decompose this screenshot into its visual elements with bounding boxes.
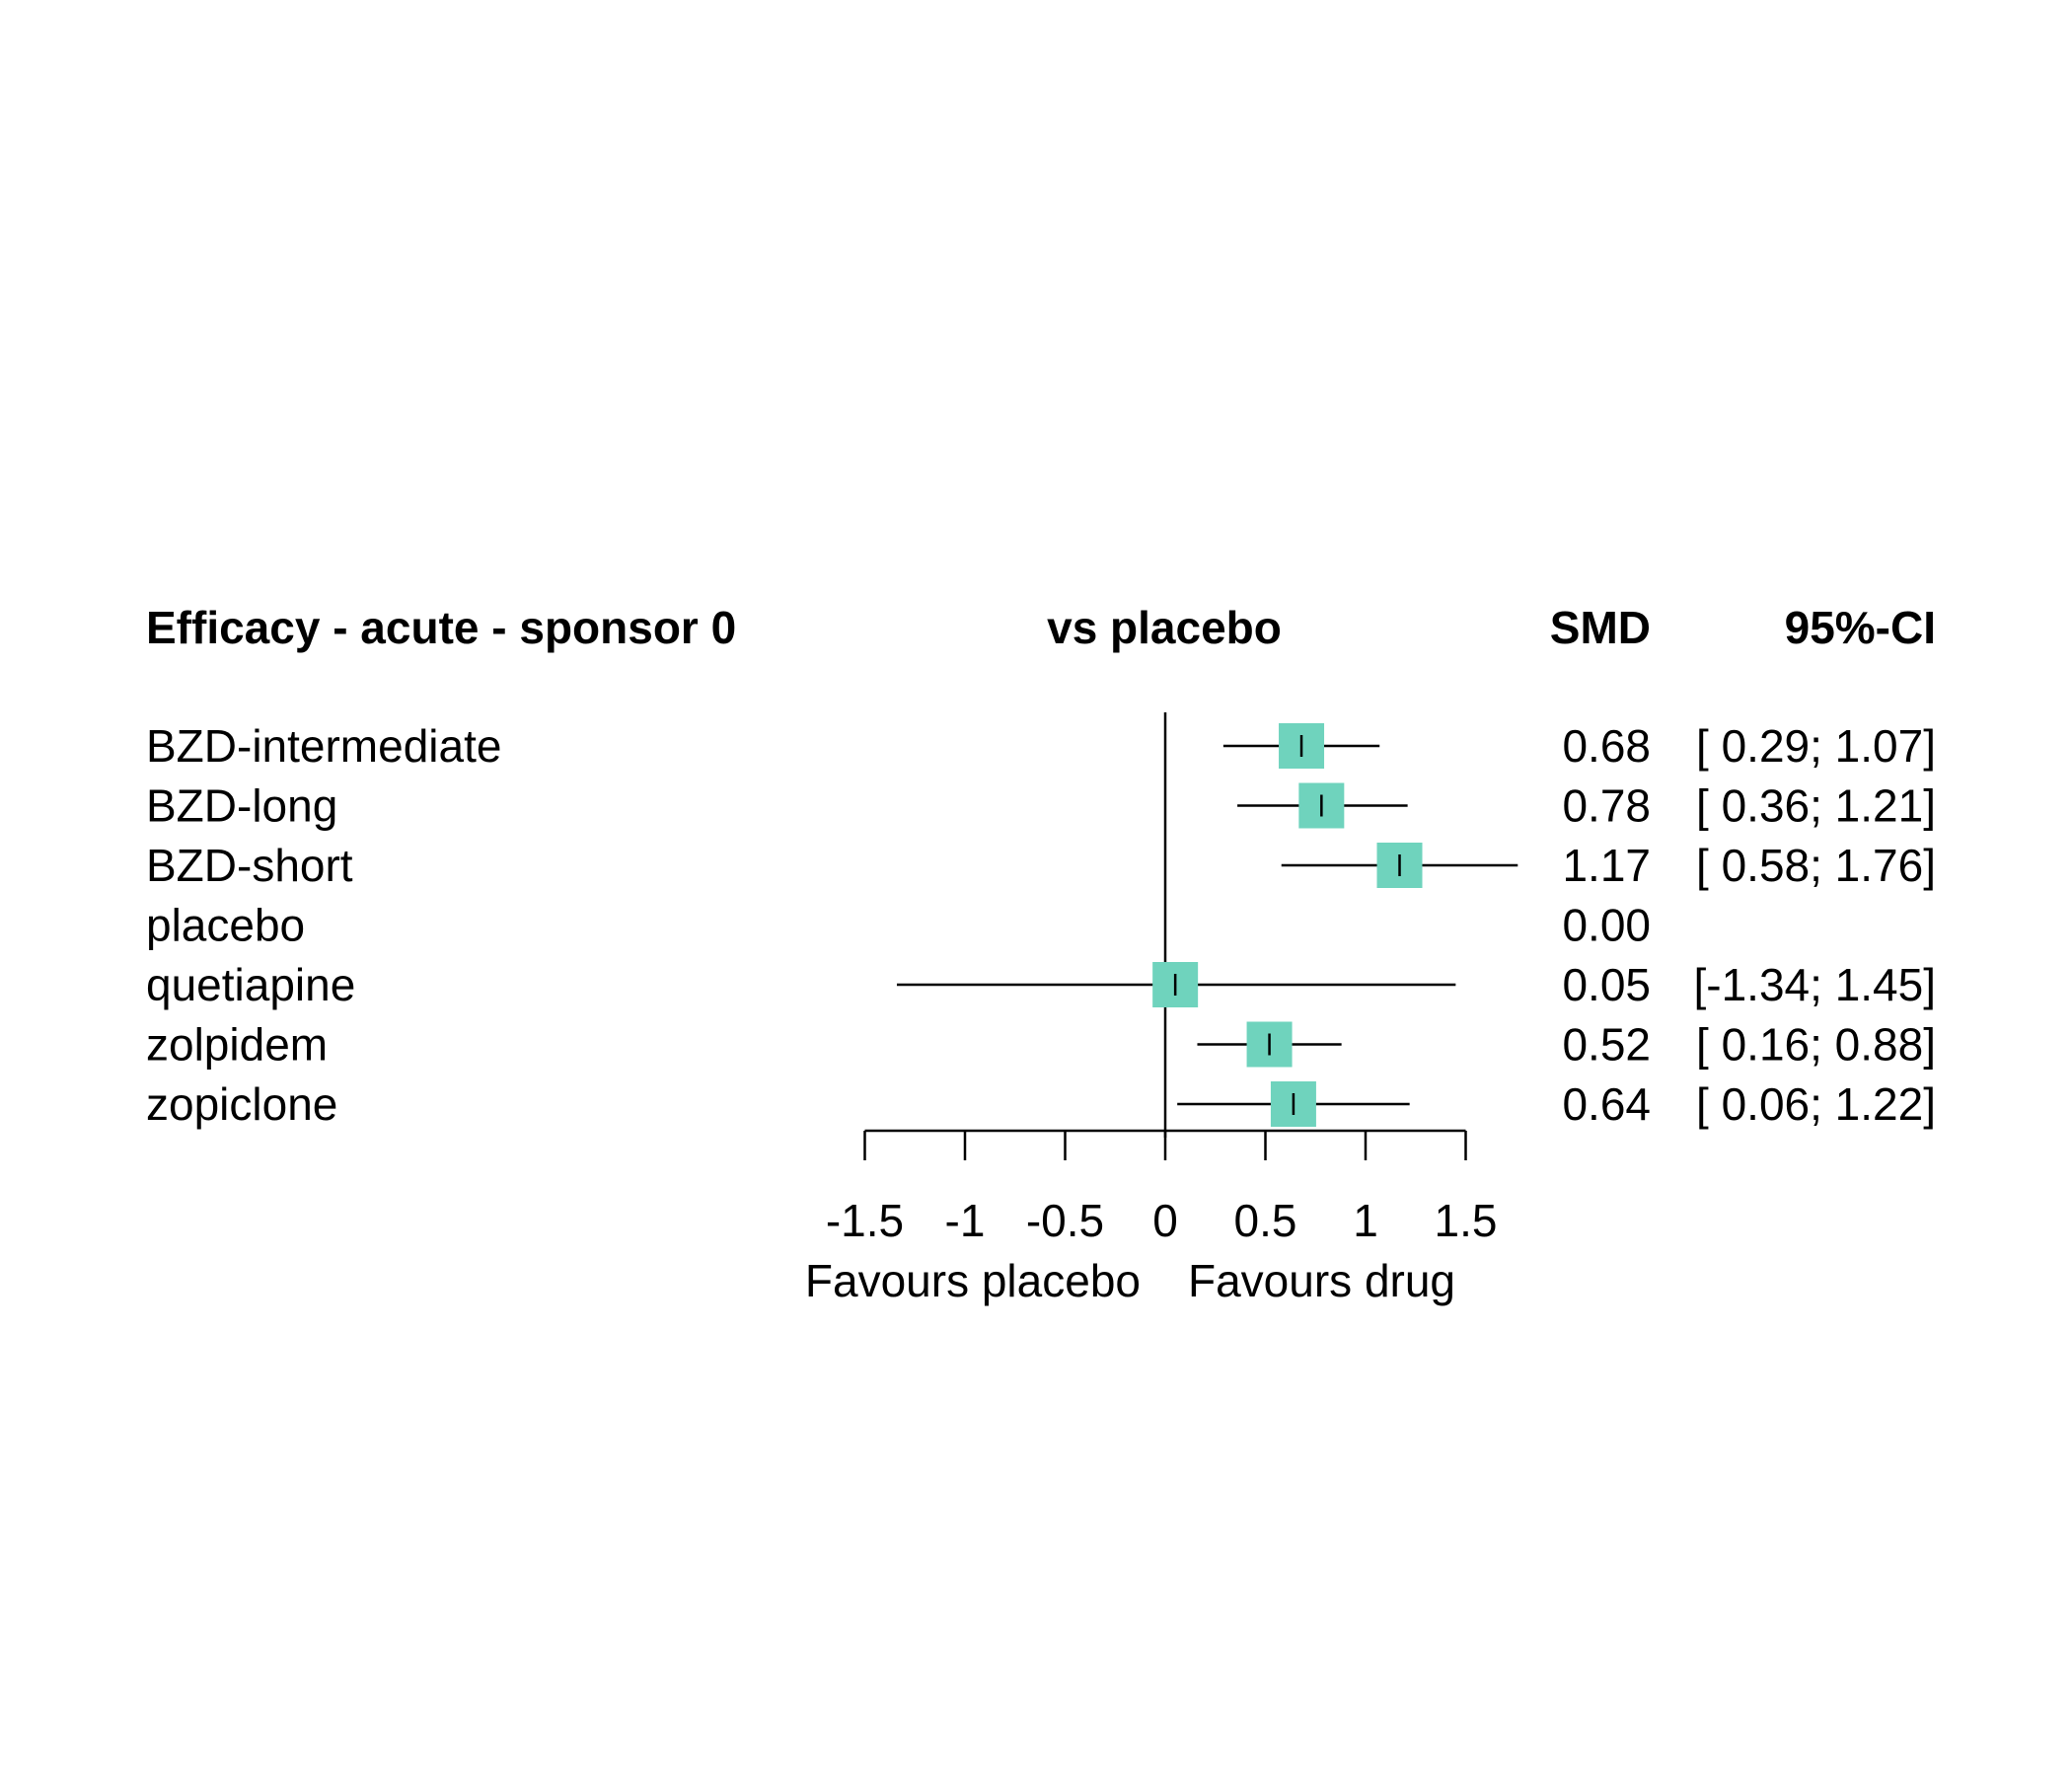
x-tick-label: 1 (1353, 1195, 1378, 1246)
row-ci-bzd-short: [ 0.58; 1.76] (1696, 840, 1936, 891)
comparison-header: vs placebo (1047, 602, 1282, 653)
x-tick-label: 0.5 (1234, 1195, 1297, 1246)
row-ci-zolpidem: [ 0.16; 0.88] (1696, 1019, 1936, 1071)
row-ci-zopiclone: [ 0.06; 1.22] (1696, 1078, 1936, 1130)
smd-header: SMD (1550, 602, 1651, 653)
row-label-bzd-short: BZD-short (146, 840, 353, 891)
favours-drug-label: Favours drug (1188, 1255, 1455, 1306)
row-ci-quetiapine: [-1.34; 1.45] (1694, 959, 1937, 1010)
row-ci-bzd-intermediate: [ 0.29; 1.07] (1696, 720, 1936, 772)
chart-title: Efficacy - acute - sponsor 0 (146, 602, 736, 653)
x-tick-label: -1.5 (826, 1195, 904, 1246)
x-tick-label: -1 (945, 1195, 986, 1246)
row-smd-zopiclone: 0.64 (1562, 1078, 1651, 1130)
row-label-bzd-intermediate: BZD-intermediate (146, 720, 501, 772)
study-rows: BZD-intermediate 0.68 [ 0.29; 1.07] BZD-lon… (146, 720, 1936, 1130)
row-smd-bzd-intermediate: 0.68 (1562, 720, 1651, 772)
x-tick-label: 0 (1152, 1195, 1178, 1246)
row-label-bzd-long: BZD-long (146, 780, 337, 832)
favours-placebo-label: Favours placebo (805, 1255, 1141, 1306)
row-smd-quetiapine: 0.05 (1562, 959, 1651, 1010)
x-tick-label: -0.5 (1026, 1195, 1104, 1246)
x-axis: -1.5 -1 -0.5 0 0.5 1 1.5 (826, 1129, 1498, 1246)
row-label-zopiclone: zopiclone (146, 1078, 337, 1130)
ci-header: 95%-CI (1785, 602, 1936, 653)
row-label-quetiapine: quetiapine (146, 959, 355, 1010)
row-label-zolpidem: zolpidem (146, 1019, 328, 1071)
row-smd-bzd-short: 1.17 (1562, 840, 1651, 891)
row-smd-bzd-long: 0.78 (1562, 780, 1651, 832)
row-smd-placebo: 0.00 (1562, 900, 1651, 951)
effect-marks (896, 723, 1518, 1127)
x-tick-label: 1.5 (1435, 1195, 1498, 1246)
row-smd-zolpidem: 0.52 (1562, 1019, 1651, 1071)
row-ci-bzd-long: [ 0.36; 1.21] (1696, 780, 1936, 832)
row-label-placebo: placebo (146, 900, 305, 951)
